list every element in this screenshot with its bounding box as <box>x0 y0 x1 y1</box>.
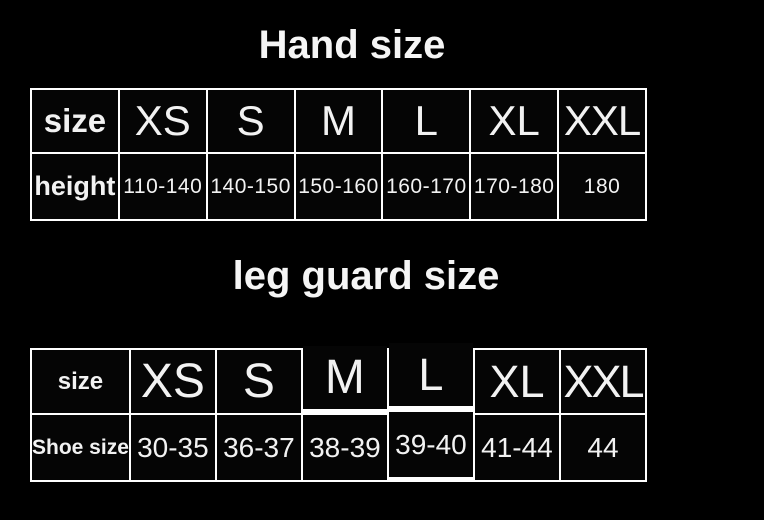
hand-row-label: height <box>32 154 118 219</box>
leg-row-label: Shoe size <box>32 415 129 480</box>
hand-header-m: M <box>295 90 382 152</box>
hand-value-xxl: 180 <box>559 154 645 219</box>
leg-value-m: 38-39 <box>302 415 387 480</box>
hand-size-title: Hand size <box>258 23 446 67</box>
leg-header-s: S <box>216 350 301 413</box>
hand-value-l: 160-170 <box>383 154 470 219</box>
leg-value-s: 36-37 <box>216 415 301 480</box>
leg-header-xxl: XXL <box>560 350 645 413</box>
leg-value-xl: 41-44 <box>474 415 559 480</box>
hand-value-m: 150-160 <box>295 154 382 219</box>
hand-header-size: size <box>32 90 118 152</box>
hand-value-xs: 110-140 <box>119 154 206 219</box>
leg-value-xs: 30-35 <box>130 415 215 480</box>
leg-value-l: 39-40 <box>388 412 473 477</box>
leg-header-size: size <box>32 350 129 413</box>
hand-header-s: S <box>207 90 294 152</box>
hand-size-table: size XS S M L XL XXL height 110-140 140-… <box>30 88 647 221</box>
hand-value-s: 140-150 <box>207 154 294 219</box>
hand-header-xl: XL <box>471 90 558 152</box>
hand-header-l: L <box>383 90 470 152</box>
hand-value-xl: 170-180 <box>471 154 558 219</box>
hand-header-xxl: XXL <box>559 90 645 152</box>
leg-value-xxl: 44 <box>560 415 645 480</box>
leg-guard-size-table: size XS S M L XL XXL Shoe size 30-35 36-… <box>30 343 647 482</box>
leg-guard-size-title: leg guard size <box>232 254 500 298</box>
leg-header-l: L <box>388 343 473 406</box>
leg-header-xs: XS <box>130 350 215 413</box>
hand-header-xs: XS <box>119 90 206 152</box>
leg-header-xl: XL <box>474 350 559 413</box>
leg-header-m: M <box>302 346 387 409</box>
